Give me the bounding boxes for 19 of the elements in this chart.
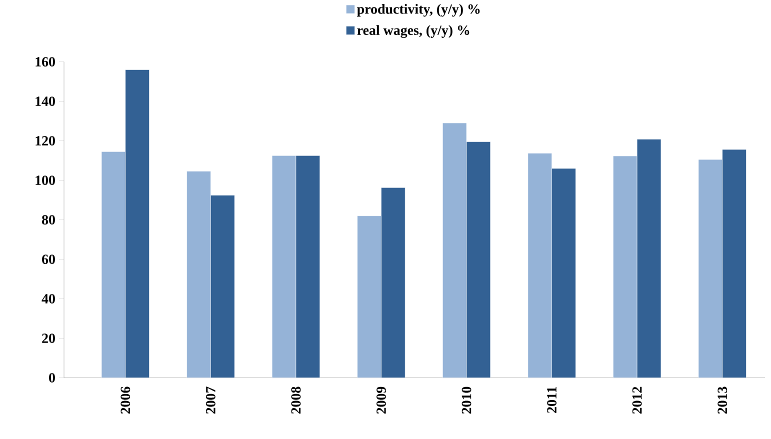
y-tick-label: 160 <box>36 57 55 67</box>
legend-label: real wages, (y/y) % <box>357 25 470 38</box>
x-tick-label: 2008 <box>291 386 301 414</box>
x-tick-label: 2012 <box>632 387 642 414</box>
y-tick-label: 80 <box>42 215 55 225</box>
y-tick-label: 60 <box>42 254 55 264</box>
x-tick-label: 2011 <box>547 387 557 413</box>
legend-label: productivity, (y/y) % <box>357 4 480 17</box>
y-tick-label: 100 <box>36 176 55 186</box>
y-tick-label: 40 <box>42 294 55 304</box>
x-tick-label: 2007 <box>206 386 216 414</box>
y-tick-label: 0 <box>49 373 55 383</box>
y-tick-label: 140 <box>36 96 55 106</box>
x-tick-label: 2010 <box>462 386 472 414</box>
y-tick-label: 120 <box>36 136 55 146</box>
x-tick-label: 2006 <box>120 386 130 414</box>
y-tick-label: 20 <box>42 334 55 344</box>
x-tick-label: 2009 <box>376 386 386 414</box>
x-tick-label: 2013 <box>718 386 728 414</box>
